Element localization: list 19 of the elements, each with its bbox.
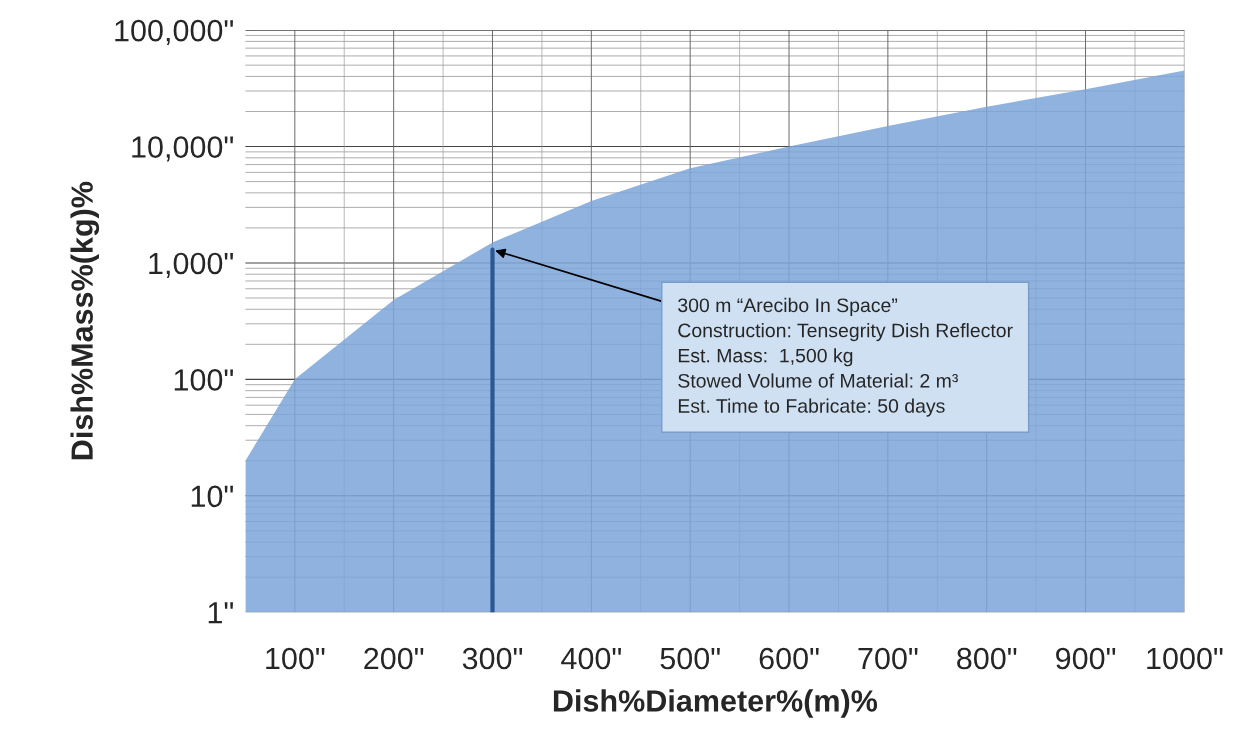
annotation: 300 m “Arecibo In Space” Construction: Tensegrity Dish Reflector Est. Mass: 1,500 kg Stowed Volume of Material: 2 m³ Est. Time to Fabricate: 50 days [678, 297, 1013, 417]
x-tick-label: 400" [561, 647, 621, 670]
x-axis-title: Dish%Diameter%(m)% [553, 689, 878, 718]
y-tick-label: 1" [208, 602, 233, 624]
y-tick-label: 1,000" [149, 252, 233, 278]
x-tick-label: 900" [1056, 647, 1116, 670]
x-tick-label: 500" [660, 647, 720, 670]
y-tick-label: 10,000" [132, 136, 233, 162]
y-axis-title: Dish%Mass%(kg)% [70, 181, 100, 460]
x-tick-label: 700" [858, 647, 918, 670]
x-tick-label: 300" [462, 647, 523, 670]
x-tick-label: 100" [266, 647, 325, 670]
x-tick-label: 800" [957, 647, 1017, 670]
y-tick-label: 100,000" [115, 19, 233, 46]
y-tick-label: 100" [174, 369, 233, 391]
x-tick-label: 1000" [1147, 647, 1223, 670]
x-tick-label: 600" [759, 647, 819, 670]
y-tick-label: 10" [191, 485, 233, 508]
x-tick-label: 200" [364, 647, 424, 670]
